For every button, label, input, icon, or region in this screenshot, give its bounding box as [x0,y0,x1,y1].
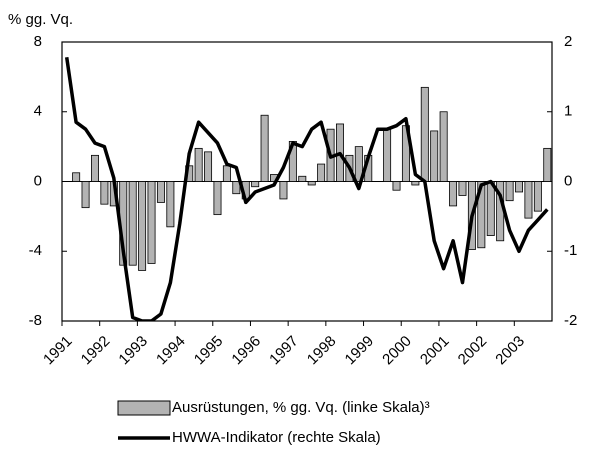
bar [354,146,363,182]
bar [100,181,109,205]
bar [430,130,439,182]
bar [307,181,316,186]
bar [298,175,307,182]
x-tick-label: 1995 [191,333,227,369]
bar [222,165,231,182]
y-axis-label: % gg. Vq. [8,11,73,28]
bar [166,181,175,228]
bar [213,181,222,216]
x-tick-label: 1991 [40,333,76,369]
line [64,57,549,321]
bar [260,114,269,182]
x-tick-label: 1992 [78,333,114,369]
y-tick-label: -4 [29,242,42,259]
x-tick-label: 2002 [455,333,491,369]
y2-tick-label: -1 [564,242,577,259]
bar [383,128,392,182]
y2-tick-label: 2 [564,33,572,50]
bar [128,181,137,266]
bar [420,86,429,182]
bar [91,154,99,182]
legend-label: HWWA-Indikator (rechte Skala) [172,429,381,446]
bar [147,181,156,264]
bar [486,181,495,236]
bar [505,181,514,202]
x-tick-label: 2001 [417,333,453,369]
y-tick-label: 8 [34,33,42,50]
y2-tick-label: 0 [564,172,572,189]
x-tick-label: 1997 [266,333,302,369]
x-tick-label: 1994 [153,333,189,369]
bar [543,147,552,182]
bar [194,147,203,182]
x-tick-label: 1999 [342,333,378,369]
bar [411,181,420,186]
legend-label: Ausrüstungen, % gg. Vq. (linke Skala)³ [172,399,430,416]
y-tick-label: 4 [34,103,42,120]
bar [204,151,213,182]
x-tick-label: 1996 [228,333,264,369]
bar [72,172,81,182]
legend-swatch [117,400,171,416]
bar [156,181,165,203]
bar [317,163,326,182]
bar [251,181,260,188]
x-tick-label: 1998 [304,333,340,369]
bar [477,181,486,249]
y-tick-label: 0 [34,172,42,189]
x-tick-label: 2000 [379,333,415,369]
y2-tick-label: -2 [564,312,577,329]
bar [81,181,90,209]
bar [232,181,241,195]
bar [515,181,524,193]
bar [458,181,467,196]
bar [392,181,401,191]
bar [279,181,288,200]
bar [439,111,448,182]
y-tick-label: -8 [29,312,42,329]
bar [449,181,458,207]
x-tick-label: 2003 [492,333,528,369]
bar [524,181,533,219]
bar [533,181,542,212]
x-tick-label: 1993 [115,333,151,369]
y2-tick-label: 1 [564,103,572,120]
bar [138,181,147,271]
